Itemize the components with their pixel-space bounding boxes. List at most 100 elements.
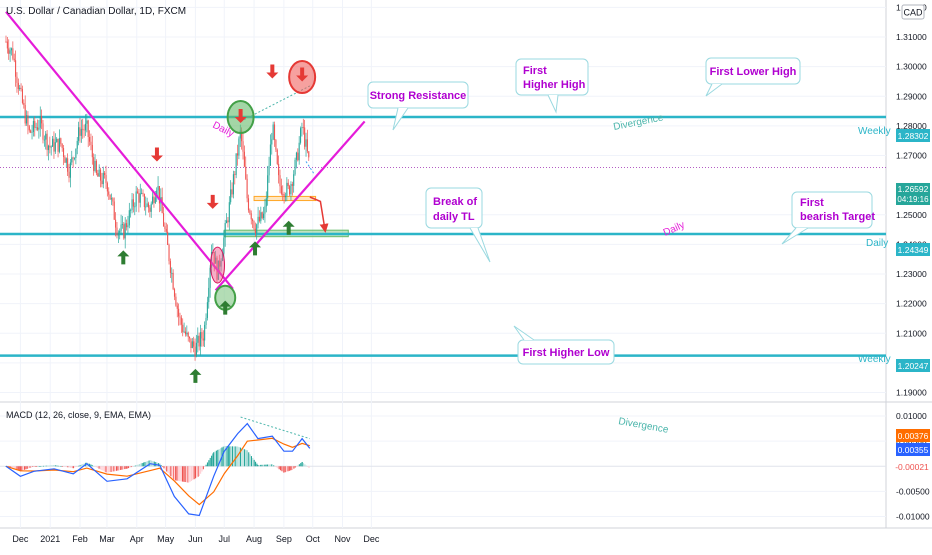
macd-histogram-bar xyxy=(222,446,224,467)
macd-histogram-bar xyxy=(271,464,273,467)
candle-body xyxy=(258,216,260,222)
macd-histogram-bar xyxy=(201,466,203,472)
candle-body xyxy=(291,184,293,186)
candle-body xyxy=(179,316,181,318)
x-tick-label: Aug xyxy=(246,534,262,544)
macd-histogram-bar xyxy=(13,466,15,470)
candle-body xyxy=(308,151,310,158)
candle-body xyxy=(147,203,150,208)
candle-body xyxy=(171,272,173,274)
macd-histogram-bar xyxy=(57,465,59,467)
macd-histogram-bar xyxy=(137,464,139,467)
macd-signal-tag xyxy=(896,429,930,442)
macd-y-tick-label: 0.01000 xyxy=(896,411,927,421)
x-tick-label: Dec xyxy=(363,534,380,544)
candle-body xyxy=(180,317,182,325)
macd-histogram-bar xyxy=(16,466,18,471)
macd-histogram-bar xyxy=(21,466,23,471)
candle-body xyxy=(286,182,288,196)
macd-histogram-bar xyxy=(192,466,194,481)
macd-histogram-bar xyxy=(44,465,46,467)
x-tick-label: Nov xyxy=(335,534,352,544)
macd-histogram-bar xyxy=(277,466,279,469)
macd-histogram-bar xyxy=(104,466,106,472)
candle-body xyxy=(57,138,59,152)
candle-body xyxy=(256,224,258,234)
candle-body xyxy=(205,317,207,325)
macd-histogram-bar xyxy=(275,466,277,468)
candle-body xyxy=(269,144,271,166)
macd-histogram-bar xyxy=(90,464,92,467)
macd-histogram-bar xyxy=(53,465,55,467)
macd-histogram-bar xyxy=(175,466,177,481)
macd-title: MACD (12, 26, close, 9, EMA, EMA) xyxy=(6,410,151,420)
macd-histogram-bar xyxy=(115,466,118,471)
macd-histogram-bar xyxy=(179,466,181,482)
candle-body xyxy=(10,48,13,51)
candle-body xyxy=(250,213,252,220)
annotation-strong-resistance-text: Strong Resistance xyxy=(370,90,467,102)
candle-body xyxy=(158,186,160,204)
sell-arrow-lower-high xyxy=(296,67,309,82)
daily-level-label: Daily xyxy=(866,238,888,249)
currency-badge: CAD xyxy=(903,8,923,18)
macd-histogram-bar xyxy=(88,463,91,467)
price-tag-weekly-low-text: 1.20247 xyxy=(898,361,929,371)
macd-histogram-bar xyxy=(32,466,34,467)
candle-body xyxy=(276,149,278,164)
macd-histogram-bar xyxy=(136,465,138,467)
candle-body xyxy=(113,201,115,220)
currency-badge-box[interactable] xyxy=(901,4,925,20)
candle-body xyxy=(172,272,174,290)
macd-histogram-bar xyxy=(168,466,170,475)
candle-body xyxy=(117,232,119,236)
candle-body xyxy=(254,228,256,234)
macd-histogram-bar xyxy=(305,465,307,467)
macd-histogram-bar xyxy=(105,466,107,473)
macd-histogram-bar xyxy=(34,466,36,467)
macd-histogram-bar xyxy=(214,451,216,467)
macd-histogram-bar xyxy=(297,465,299,467)
annotation-first-higher-low-text: First Higher Low xyxy=(523,347,610,359)
macd-histogram-bar xyxy=(59,465,61,467)
macd-histogram-bar xyxy=(111,466,113,472)
macd-histogram-bar xyxy=(163,466,165,469)
macd-histogram-bar xyxy=(17,466,19,471)
macd-histogram-bar xyxy=(230,446,232,467)
candle-body xyxy=(201,332,203,339)
macd-histogram-bar xyxy=(217,449,219,467)
macd-histogram-bar xyxy=(33,466,35,467)
candle-body xyxy=(15,60,17,77)
macd-histogram-bar xyxy=(234,446,236,467)
candle-body xyxy=(146,203,148,207)
y-tick-label: 1.28000 xyxy=(896,121,927,131)
annotation-target-line-2: bearish Target xyxy=(800,211,875,223)
annotation-first-bearish-target: First bearish Target xyxy=(781,191,875,245)
downtrend-line xyxy=(5,11,234,290)
candle-body xyxy=(127,225,129,228)
price-tag-weekly-high-text: 1.28302 xyxy=(898,131,929,141)
macd-histogram-bar xyxy=(261,464,263,467)
candle-body xyxy=(227,220,229,223)
candle-body xyxy=(297,152,299,161)
candle-body xyxy=(304,127,306,147)
macd-histogram-bar xyxy=(61,466,63,467)
y-tick-label: 1.31000 xyxy=(896,32,927,42)
price-tag-last xyxy=(896,183,930,205)
macd-histogram-bar xyxy=(160,465,162,467)
candle-body xyxy=(34,120,36,128)
macd-histogram-bar xyxy=(147,461,149,467)
candle-body xyxy=(102,172,104,185)
macd-histogram-bar xyxy=(296,466,298,467)
candle-body xyxy=(38,127,40,130)
macd-histogram-bar xyxy=(167,466,169,474)
macd-histogram-bar xyxy=(208,460,210,467)
macd-histogram-bar xyxy=(41,465,43,467)
resistance-zone xyxy=(253,195,317,202)
candle-body xyxy=(242,141,244,152)
candle-body xyxy=(78,127,80,141)
candle-body xyxy=(26,115,28,124)
macd-histogram-bar xyxy=(200,466,202,474)
candle-body xyxy=(50,146,52,148)
